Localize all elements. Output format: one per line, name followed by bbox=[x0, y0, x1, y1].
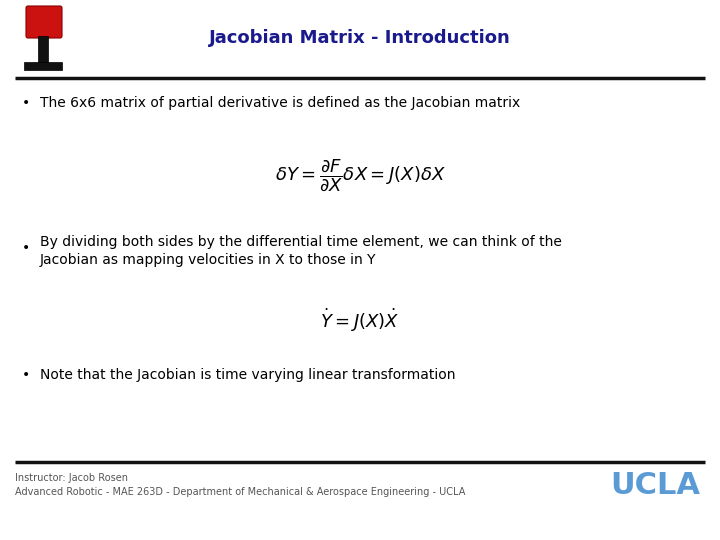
FancyBboxPatch shape bbox=[24, 62, 62, 70]
Text: •: • bbox=[22, 368, 30, 382]
Text: •: • bbox=[22, 241, 30, 255]
Text: $\delta Y = \dfrac{\partial F}{\partial X} \delta X = J(X) \delta X$: $\delta Y = \dfrac{\partial F}{\partial … bbox=[274, 157, 446, 193]
Text: Advanced Robotic - MAE 263D - Department of Mechanical & Aerospace Engineering -: Advanced Robotic - MAE 263D - Department… bbox=[15, 487, 465, 497]
Text: Jacobian as mapping velocities in X to those in Y: Jacobian as mapping velocities in X to t… bbox=[40, 253, 377, 267]
FancyBboxPatch shape bbox=[38, 36, 48, 64]
Text: By dividing both sides by the differential time element, we can think of the: By dividing both sides by the differenti… bbox=[40, 235, 562, 249]
Text: •: • bbox=[22, 96, 30, 110]
Text: The 6x6 matrix of partial derivative is defined as the Jacobian matrix: The 6x6 matrix of partial derivative is … bbox=[40, 96, 521, 110]
Text: Instructor: Jacob Rosen: Instructor: Jacob Rosen bbox=[15, 473, 128, 483]
FancyBboxPatch shape bbox=[26, 6, 62, 38]
Text: Note that the Jacobian is time varying linear transformation: Note that the Jacobian is time varying l… bbox=[40, 368, 456, 382]
Text: UCLA: UCLA bbox=[610, 470, 700, 500]
Text: Jacobian Matrix - Introduction: Jacobian Matrix - Introduction bbox=[209, 29, 511, 47]
Text: $\dot{Y} = J(X)\dot{X}$: $\dot{Y} = J(X)\dot{X}$ bbox=[320, 306, 400, 334]
